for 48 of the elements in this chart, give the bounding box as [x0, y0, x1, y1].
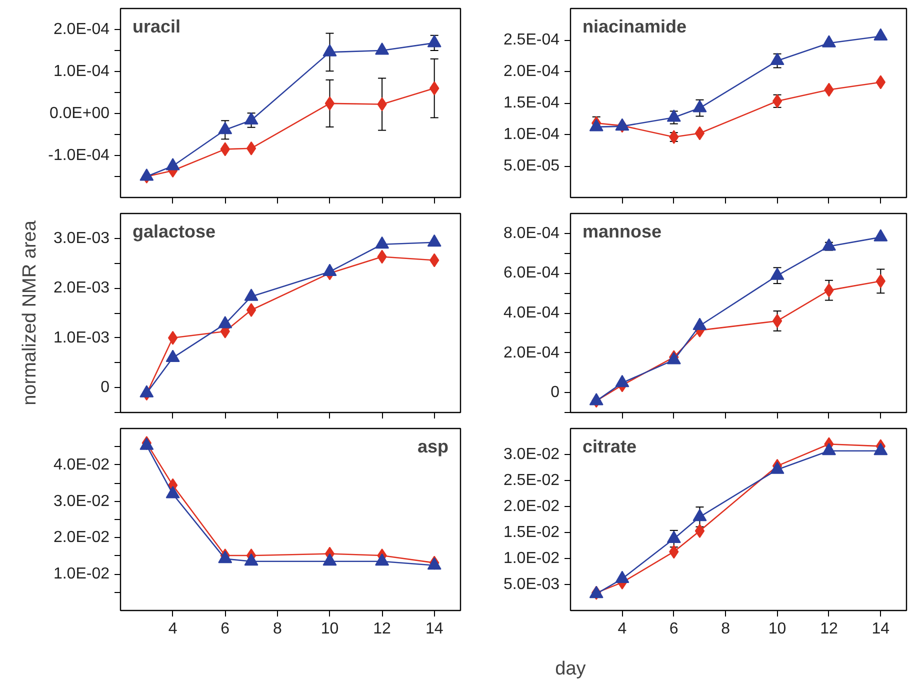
y-tick-label: 2.0E-02 — [53, 529, 110, 546]
chart-title: citrate — [582, 436, 637, 456]
chart-title: galactose — [132, 222, 216, 242]
x-tick-label: 8 — [272, 620, 282, 638]
y-tick-label: 1.0E-03 — [53, 329, 110, 346]
x-tick-label: 8 — [721, 620, 730, 638]
y-tick-label: 2.0E-04 — [503, 63, 560, 80]
x-tick-label: 6 — [669, 620, 678, 638]
y-tick-label: 2.0E-04 — [503, 344, 560, 362]
y-tick-label: 0 — [100, 379, 110, 396]
y-tick-label: 1.5E-02 — [503, 524, 560, 541]
x-axis-title: day — [555, 658, 586, 680]
x-tick-label: 12 — [373, 620, 392, 638]
chart-title: uracil — [132, 16, 181, 36]
chart-title: mannose — [582, 222, 662, 242]
y-tick-label: 2.0E-04 — [53, 21, 110, 38]
y-tick-label: 3.0E-02 — [503, 446, 560, 463]
x-tick-label: 10 — [320, 620, 339, 638]
x-tick-label: 4 — [618, 620, 627, 638]
x-tick-label: 10 — [768, 620, 786, 638]
y-tick-label: 1.0E-04 — [503, 126, 560, 143]
y-tick-label: 1.5E-04 — [503, 94, 560, 112]
y-tick-label: -1.0E-04 — [48, 147, 110, 164]
y-tick-label: 2.0E-02 — [503, 498, 560, 515]
text: asp — [417, 436, 449, 456]
y-tick-label: 3.0E-03 — [53, 230, 110, 247]
x-tick-label: 4 — [168, 620, 178, 638]
y-tick-label: 1.0E-04 — [53, 63, 110, 80]
y-tick-label: 5.0E-05 — [503, 158, 560, 174]
chart-title: niacinamide — [582, 16, 687, 36]
y-tick-label: 4.0E-04 — [503, 304, 560, 322]
y-tick-label: 6.0E-04 — [503, 264, 560, 282]
y-axis-title: normalized NMR area — [19, 220, 40, 406]
y-tick-label: 8.0E-04 — [503, 224, 560, 242]
y-tick-label: 5.0E-03 — [503, 576, 560, 593]
y-tick-label: 2.0E-03 — [53, 280, 110, 297]
y-tick-label: 4.0E-02 — [53, 456, 110, 474]
y-tick-label: 2.5E-04 — [503, 32, 560, 48]
y-tick-label: 2.5E-02 — [503, 472, 560, 489]
y-tick-label: 1.0E-02 — [53, 566, 110, 583]
x-tick-label: 14 — [425, 620, 444, 638]
y-tick-label: 3.0E-02 — [53, 492, 110, 510]
y-tick-label: 1.0E-02 — [503, 550, 560, 567]
y-tick-label: 0 — [550, 384, 560, 402]
x-tick-label: 14 — [872, 620, 890, 638]
x-tick-label: 12 — [820, 620, 838, 638]
x-tick-label: 6 — [220, 620, 230, 638]
y-tick-label: 0.0E+00 — [49, 105, 110, 122]
